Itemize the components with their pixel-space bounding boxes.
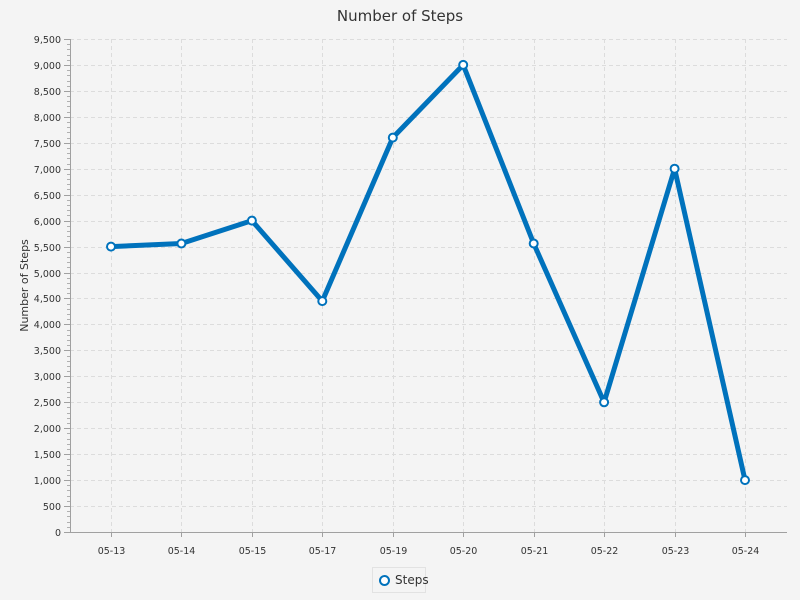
data-point (740, 475, 750, 486)
x-tick-label: 05-20 (450, 546, 478, 557)
x-tick-label: 05-17 (309, 546, 337, 557)
y-tick-label: 8,500 (34, 87, 61, 98)
series-line-steps (108, 62, 748, 483)
data-point (106, 241, 116, 252)
x-tick-label: 05-14 (168, 546, 196, 557)
legend: Steps (372, 567, 429, 593)
y-tick-label: 3,000 (34, 372, 61, 383)
y-tick-label: 2,500 (34, 398, 61, 409)
data-point (599, 397, 610, 408)
y-tick-label: 4,500 (34, 294, 61, 305)
y-tick-label: 2,000 (34, 424, 61, 435)
y-tick-label: 9,500 (34, 35, 61, 46)
x-tick-label: 05-15 (239, 546, 267, 557)
y-tick-label: 3,500 (34, 346, 61, 357)
y-tick-label: 1,500 (34, 450, 61, 461)
y-tick-label: 6,000 (34, 217, 61, 228)
y-tick-label: 7,000 (34, 165, 61, 176)
data-point (387, 132, 398, 143)
y-tick-label: 4,000 (34, 320, 61, 331)
y-tick-label: 9,000 (34, 61, 61, 72)
y-tick-label: 8,000 (34, 113, 61, 124)
y-tick-label: 1,000 (34, 476, 61, 487)
x-tick-label: 05-22 (591, 546, 619, 557)
x-tick-label: 05-19 (380, 546, 408, 557)
data-point (176, 238, 187, 249)
y-axis-label: Number of Steps (18, 239, 31, 332)
y-tick-label: 6,500 (34, 191, 61, 202)
data-point (528, 238, 539, 249)
y-tick-label: 0 (55, 528, 61, 539)
y-tick-label: 5,000 (34, 269, 61, 280)
data-point (669, 163, 680, 174)
y-tick-label: 500 (43, 502, 61, 513)
x-tick-label: 05-24 (732, 546, 760, 557)
y-tick-label: 5,500 (34, 243, 61, 254)
chart-title: Number of Steps (336, 7, 464, 25)
legend-marker-icon (379, 574, 390, 586)
data-point (246, 215, 257, 226)
legend-label-steps: Steps (395, 573, 429, 587)
x-tick-label: 05-21 (521, 546, 549, 557)
x-tick-label: 05-23 (662, 546, 690, 557)
y-tick-label: 7,500 (34, 139, 61, 150)
data-point (458, 59, 469, 70)
data-point (317, 296, 328, 307)
x-tick-label: 05-13 (98, 546, 126, 557)
